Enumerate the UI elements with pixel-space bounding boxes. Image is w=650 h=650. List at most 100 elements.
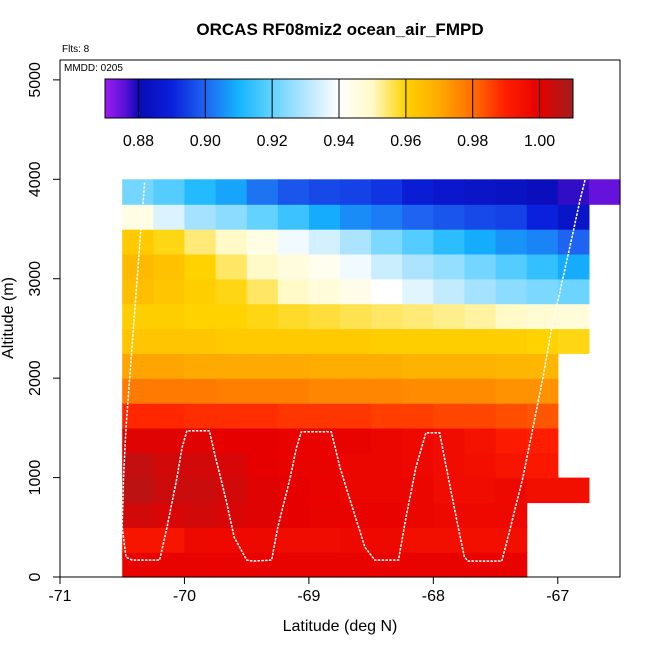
heatmap-cell xyxy=(464,229,497,255)
heatmap-cell xyxy=(246,353,279,379)
heatmap-cell xyxy=(464,427,497,454)
heatmap-cell xyxy=(184,229,217,255)
heatmap-cell xyxy=(153,229,185,255)
heatmap-cell xyxy=(495,527,528,553)
heatmap-cell xyxy=(308,552,341,578)
heatmap-cell xyxy=(557,253,590,280)
heatmap-cell xyxy=(340,403,372,429)
heatmap-cell xyxy=(153,253,185,280)
colorbar-tick-label: 0.94 xyxy=(323,133,354,150)
heatmap-cell xyxy=(402,477,434,504)
heatmap-cell xyxy=(588,179,621,205)
heatmap-cell xyxy=(464,452,497,479)
x-tick-label: -68 xyxy=(422,588,445,605)
heatmap-cell xyxy=(308,502,341,528)
heatmap-cell xyxy=(495,427,528,454)
heatmap-cell xyxy=(277,179,310,205)
heatmap-cell xyxy=(557,204,590,230)
heatmap-cell xyxy=(402,452,434,479)
heatmap-cell xyxy=(184,179,217,205)
heatmap-cell xyxy=(122,427,154,454)
heatmap-cell xyxy=(153,303,185,330)
heatmap-cell xyxy=(277,278,310,305)
heatmap-cell xyxy=(464,179,497,205)
heatmap-cell xyxy=(464,278,497,305)
heatmap-cell xyxy=(402,253,434,280)
heatmap-cell xyxy=(371,278,403,305)
heatmap-cell xyxy=(464,353,497,379)
heatmap-cell xyxy=(215,229,248,255)
heatmap-cell xyxy=(526,427,559,454)
heatmap-cell xyxy=(402,552,434,578)
heatmap-cell xyxy=(433,353,465,379)
heatmap-cell xyxy=(340,452,372,479)
y-tick-label: 4000 xyxy=(27,161,44,197)
heatmap-cell xyxy=(184,378,217,404)
heatmap-cell xyxy=(153,527,185,553)
heatmap-cell xyxy=(402,179,434,205)
x-tick-label: -71 xyxy=(48,588,71,605)
heatmap-cell xyxy=(122,328,154,354)
heatmap-cell xyxy=(340,204,372,230)
heatmap-cell xyxy=(153,477,185,504)
heatmap-cell xyxy=(122,303,154,330)
heatmap-cell xyxy=(495,328,528,354)
heatmap-cell xyxy=(464,527,497,553)
heatmap-cell xyxy=(246,502,279,528)
heatmap-cell xyxy=(464,477,497,504)
heatmap-cell xyxy=(495,353,528,379)
heatmap-cell xyxy=(277,353,310,379)
plot-frame xyxy=(59,59,621,578)
heatmap-cell xyxy=(340,303,372,330)
heatmap-cell xyxy=(371,527,403,553)
heatmap-cell xyxy=(371,403,403,429)
heatmap-cell xyxy=(371,179,403,205)
heatmap-cell xyxy=(433,204,465,230)
heatmap-cell xyxy=(433,502,465,528)
heatmap-cell xyxy=(308,452,341,479)
heatmap-cell xyxy=(246,378,279,404)
heatmap-cell xyxy=(277,403,310,429)
heatmap-cell xyxy=(122,278,154,305)
heatmap-cell xyxy=(277,552,310,578)
heatmap-cell xyxy=(308,303,341,330)
heatmap-cell xyxy=(433,427,465,454)
heatmap-cell xyxy=(340,253,372,280)
heatmap-cell xyxy=(464,204,497,230)
heatmap-cell xyxy=(526,452,559,479)
heatmap-cell xyxy=(340,353,372,379)
heatmap-cell xyxy=(308,204,341,230)
flight-track xyxy=(121,178,587,562)
y-tick-label: 0 xyxy=(27,572,44,581)
heatmap-cell xyxy=(371,378,403,404)
heatmap-cell xyxy=(526,253,559,280)
heatmap-cell xyxy=(402,303,434,330)
heatmap-cell xyxy=(526,229,559,255)
date-note: MMDD: 0205 xyxy=(64,63,123,74)
heatmap-cell xyxy=(433,403,465,429)
heatmap-cell xyxy=(153,204,185,230)
heatmap-cell xyxy=(277,253,310,280)
y-axis-title: Altitude (m) xyxy=(0,277,17,359)
heatmap-cell xyxy=(340,179,372,205)
heatmap-cell xyxy=(277,477,310,504)
heatmap-cell xyxy=(277,229,310,255)
heatmap-cell xyxy=(246,527,279,553)
heatmap-cell xyxy=(526,477,559,504)
heatmap-cell xyxy=(526,204,559,230)
heatmap-cell xyxy=(402,204,434,230)
heatmap-cell xyxy=(246,179,279,205)
heatmap-cell xyxy=(308,353,341,379)
heatmap-cell xyxy=(277,328,310,354)
heatmap-cell xyxy=(526,303,559,330)
heatmap-cell xyxy=(122,204,154,230)
heatmap-cell xyxy=(340,502,372,528)
heatmap-cell xyxy=(371,427,403,454)
heatmap-cell xyxy=(153,328,185,354)
heatmap-cell xyxy=(308,527,341,553)
heatmap-cell xyxy=(464,552,497,578)
heatmap-cell xyxy=(184,552,217,578)
heatmap-cell xyxy=(184,303,217,330)
heatmap-cell xyxy=(371,328,403,354)
heatmap-cell xyxy=(122,179,154,205)
